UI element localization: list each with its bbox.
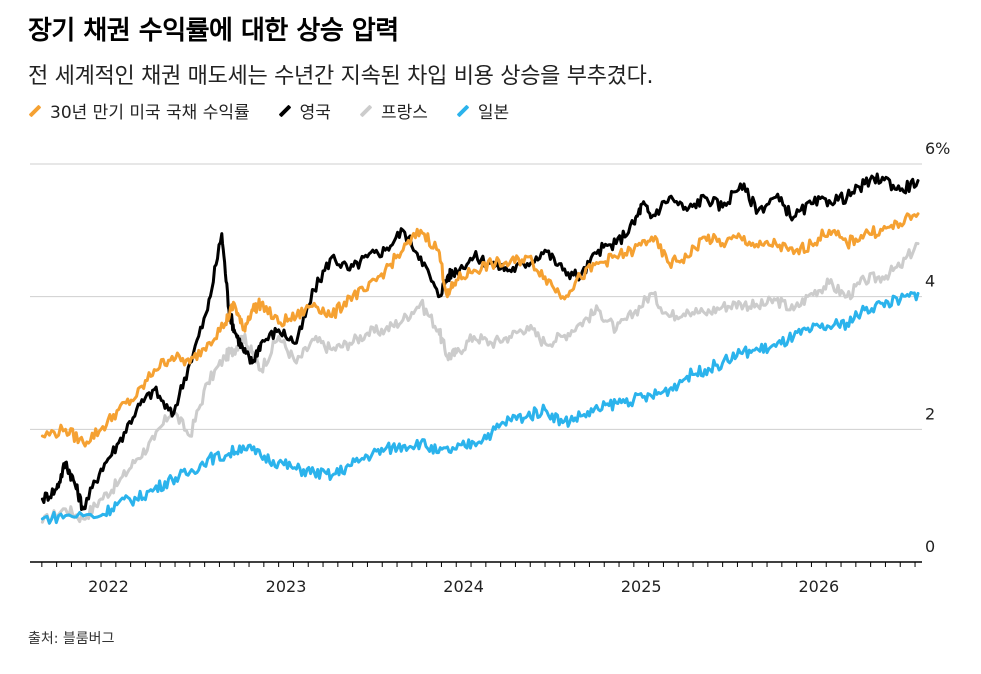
series-line-30년 만기 미국 국채 수익률 [40, 212, 920, 448]
legend-label-uk: 영국 [299, 103, 331, 123]
series-line-영국 [40, 172, 920, 511]
y-tick-label: 2 [925, 404, 935, 423]
series-line-프랑스 [40, 241, 920, 525]
chart-subtitle: 전 세계적인 채권 매도세는 수년간 지속된 차입 비용 상승을 부추겼다. [28, 64, 654, 89]
y-tick-label: 4 [925, 272, 935, 291]
legend-swatch-japan [456, 104, 470, 117]
legend: 30년 만기 미국 국채 수익률 영국 프랑스 일본 [28, 98, 537, 123]
y-tick-label: 0 [925, 537, 935, 556]
x-tick-label: 2023 [266, 577, 307, 596]
x-tick-label: 2022 [88, 577, 129, 596]
legend-label-us: 30년 만기 미국 국채 수익률 [50, 103, 250, 123]
legend-swatch-us [28, 104, 42, 117]
legend-swatch-uk [278, 104, 292, 117]
legend-swatch-france [359, 104, 373, 117]
y-tick-label: 6% [925, 139, 950, 158]
legend-item-france: 프랑스 [359, 98, 428, 123]
series-line-일본 [40, 291, 920, 525]
x-tick-label: 2024 [443, 577, 484, 596]
source-note: 출처: 블룸버그 [28, 631, 115, 647]
legend-item-us: 30년 만기 미국 국채 수익률 [28, 98, 250, 123]
chart-title: 장기 채권 수익률에 대한 상승 압력 [28, 16, 399, 46]
x-tick-label: 2026 [798, 577, 839, 596]
legend-label-france: 프랑스 [380, 103, 428, 123]
legend-item-japan: 일본 [456, 98, 509, 123]
x-tick-label: 2025 [621, 577, 662, 596]
line-chart: 0 2 4 6% 2022 2023 2024 2025 2026 [30, 139, 950, 596]
legend-item-uk: 영국 [278, 98, 331, 123]
legend-label-japan: 일본 [477, 103, 510, 123]
